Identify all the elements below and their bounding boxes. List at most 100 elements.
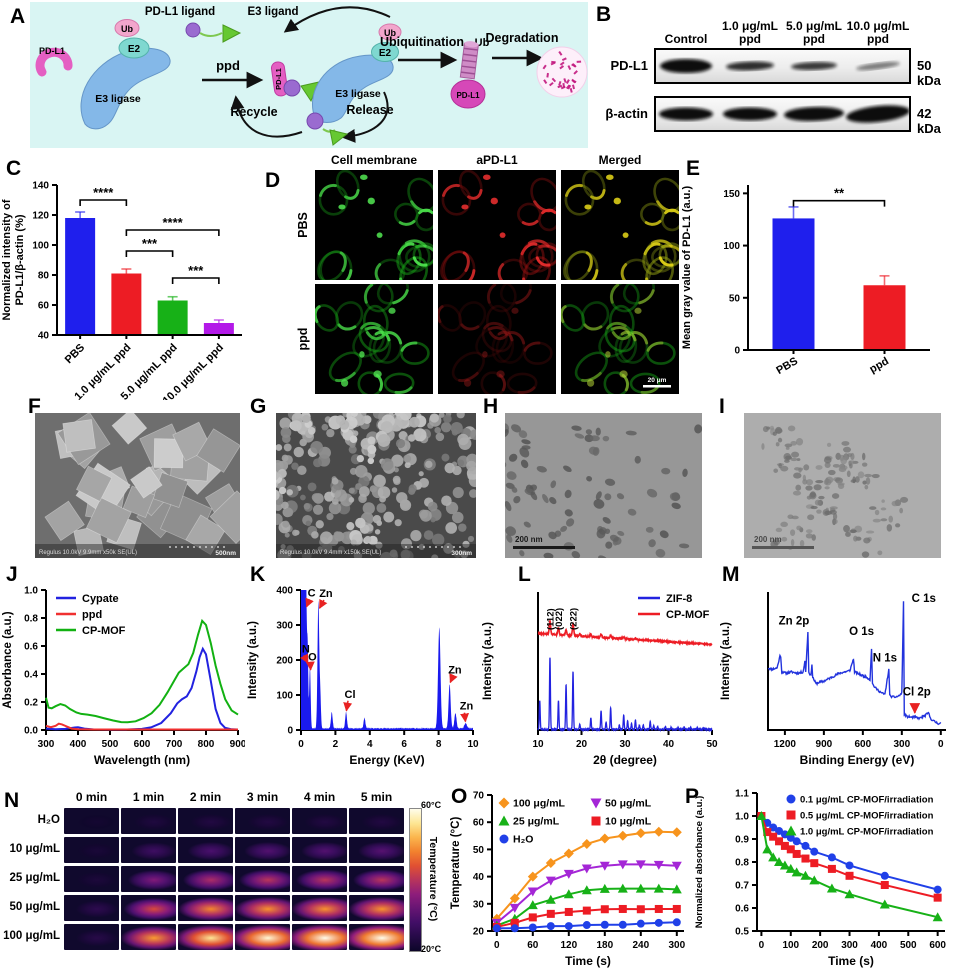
svg-text:300: 300 <box>841 940 858 951</box>
column-header: 0 min <box>75 790 108 804</box>
svg-text:0: 0 <box>759 940 765 951</box>
western-blot-pdl1 <box>654 48 911 84</box>
svg-text:Ubiquitination: Ubiquitination <box>380 35 464 49</box>
svg-text:0.2: 0.2 <box>24 698 38 709</box>
e3-ligase-shape <box>80 47 171 130</box>
svg-text:80: 80 <box>38 271 50 282</box>
zif8-trace <box>537 657 713 733</box>
svg-text:600: 600 <box>855 739 872 750</box>
scale-bar <box>513 546 575 549</box>
svg-text:0.5 μg/mL CP-MOF/irradiation: 0.5 μg/mL CP-MOF/irradiation <box>800 811 934 822</box>
svg-text:Normalized intensity of: Normalized intensity of <box>1 199 13 320</box>
svg-text:E3 ligand: E3 ligand <box>247 6 298 18</box>
mechanism-schematic: PD-L1 ligand E3 ligand PD-L1 E2 Ub E3 ligase p… <box>30 2 588 148</box>
mean-gray-bar-chart: 0 50 100 150 PBS ppd ** Mean gray value of PD-L… <box>681 185 930 377</box>
svg-text:0.7: 0.7 <box>735 881 749 892</box>
panel-m-label: M <box>722 563 740 586</box>
bar <box>863 285 906 350</box>
svg-text:Zn: Zn <box>460 701 474 713</box>
panel-j-label: J <box>6 563 18 586</box>
svg-text:100: 100 <box>276 691 293 702</box>
svg-text:**: ** <box>834 186 845 201</box>
scale-bar <box>752 546 814 549</box>
svg-text:0: 0 <box>287 726 293 737</box>
svg-text:Regulus 10.0kV 9.9mm x50k SE(U: Regulus 10.0kV 9.9mm x50k SE(UL) <box>39 550 137 556</box>
thermal-cell <box>64 895 119 921</box>
thermal-cell <box>292 837 347 863</box>
blot-row-mw: 50 kDa <box>917 58 941 88</box>
thermal-cell <box>235 808 290 834</box>
tem-image-dense: 200 nm <box>505 413 702 558</box>
svg-text:900: 900 <box>816 739 833 750</box>
column-header: Cell membrane <box>330 153 418 167</box>
svg-text:300: 300 <box>38 739 55 750</box>
thermal-cell <box>178 837 233 863</box>
svg-text:Ub: Ub <box>384 28 396 38</box>
svg-text:30: 30 <box>473 899 485 910</box>
column-header: 5 min <box>360 790 393 804</box>
panel-h-label: H <box>483 395 499 418</box>
panel-d-label: D <box>265 169 281 192</box>
svg-text:Mean gray value of PD-L1 (a.u.: Mean gray value of PD-L1 (a.u.) <box>681 186 693 350</box>
svg-text:10: 10 <box>532 739 544 750</box>
svg-text:0.8: 0.8 <box>735 858 749 869</box>
cpmof-trace <box>537 618 713 647</box>
svg-text:120: 120 <box>32 211 49 222</box>
svg-text:O: O <box>308 652 317 664</box>
thermal-cell <box>121 924 176 950</box>
column-header: 4 min <box>303 790 336 804</box>
svg-text:N 1s: N 1s <box>873 652 897 664</box>
lane-header: 1.0 μg/mL ppd <box>721 18 779 46</box>
svg-text:50: 50 <box>729 293 741 304</box>
svg-text:****: **** <box>93 185 114 200</box>
svg-text:0.6: 0.6 <box>24 642 38 653</box>
row-label: 25 μg/mL <box>9 872 61 884</box>
svg-text:PBS: PBS <box>774 355 800 377</box>
colorbar-max: 60°C <box>421 800 442 810</box>
thermal-cell <box>292 866 347 892</box>
thermal-cell <box>64 837 119 863</box>
svg-text:Degradation: Degradation <box>486 31 559 45</box>
fluorescence-image: 20 μm <box>561 284 679 394</box>
svg-text:100 μg/mL: 100 μg/mL <box>513 798 566 810</box>
svg-text:(022): (022) <box>554 608 565 630</box>
svg-text:(112): (112) <box>545 608 556 630</box>
protein-band <box>784 106 844 122</box>
thermal-cell <box>64 924 119 950</box>
svg-text:Intensity (a.u.): Intensity (a.u.) <box>720 622 732 700</box>
svg-text:800: 800 <box>198 739 215 750</box>
thermal-cell <box>292 924 347 950</box>
svg-text:0: 0 <box>938 739 944 750</box>
fluorescence-image <box>315 170 433 280</box>
bar <box>111 273 142 335</box>
svg-text:H₂O: H₂O <box>513 834 533 846</box>
tem-image-sparse: 200 nm <box>744 413 941 558</box>
photostability-curve-chart: 0 100 200 300 400 500 600 0.5 0.6 0.7 0.8 0.9 1.0 1.1… <box>694 789 946 969</box>
bar <box>157 300 188 335</box>
protein-band <box>856 61 900 71</box>
svg-text:300: 300 <box>276 621 293 632</box>
svg-text:PD-L1: PD-L1 <box>39 46 65 56</box>
svg-text:Release: Release <box>346 103 393 117</box>
svg-text:PD-L1 ligand: PD-L1 ligand <box>145 6 215 18</box>
column-header: 2 min <box>189 790 222 804</box>
row-label: 10 μg/mL <box>9 843 61 855</box>
svg-text:PD-L1: PD-L1 <box>274 68 283 90</box>
thermal-cell <box>178 808 233 834</box>
blot-row-mw: 42 kDa <box>917 106 941 136</box>
svg-text:700: 700 <box>166 739 183 750</box>
svg-text:20 μm: 20 μm <box>648 377 667 384</box>
panel-g-label: G <box>250 395 267 418</box>
xps-trace <box>767 601 942 726</box>
svg-text:Cypate: Cypate <box>82 593 119 605</box>
svg-text:400: 400 <box>70 739 87 750</box>
panel-n: N 0 min 1 min 2 min 3 min 4 min 5 min H₂O 10 μg… <box>0 788 448 974</box>
sem-image-cpmof: Regulus 10.0kV 9.4mm x150k SE(UL) 300nm <box>276 413 476 558</box>
svg-text:Time (s): Time (s) <box>828 954 874 968</box>
blot-row-protein: PD-L1 <box>610 58 648 73</box>
svg-text:100: 100 <box>32 241 49 252</box>
svg-text:200 nm: 200 nm <box>515 535 543 544</box>
svg-text:Cl 2p: Cl 2p <box>903 687 931 699</box>
